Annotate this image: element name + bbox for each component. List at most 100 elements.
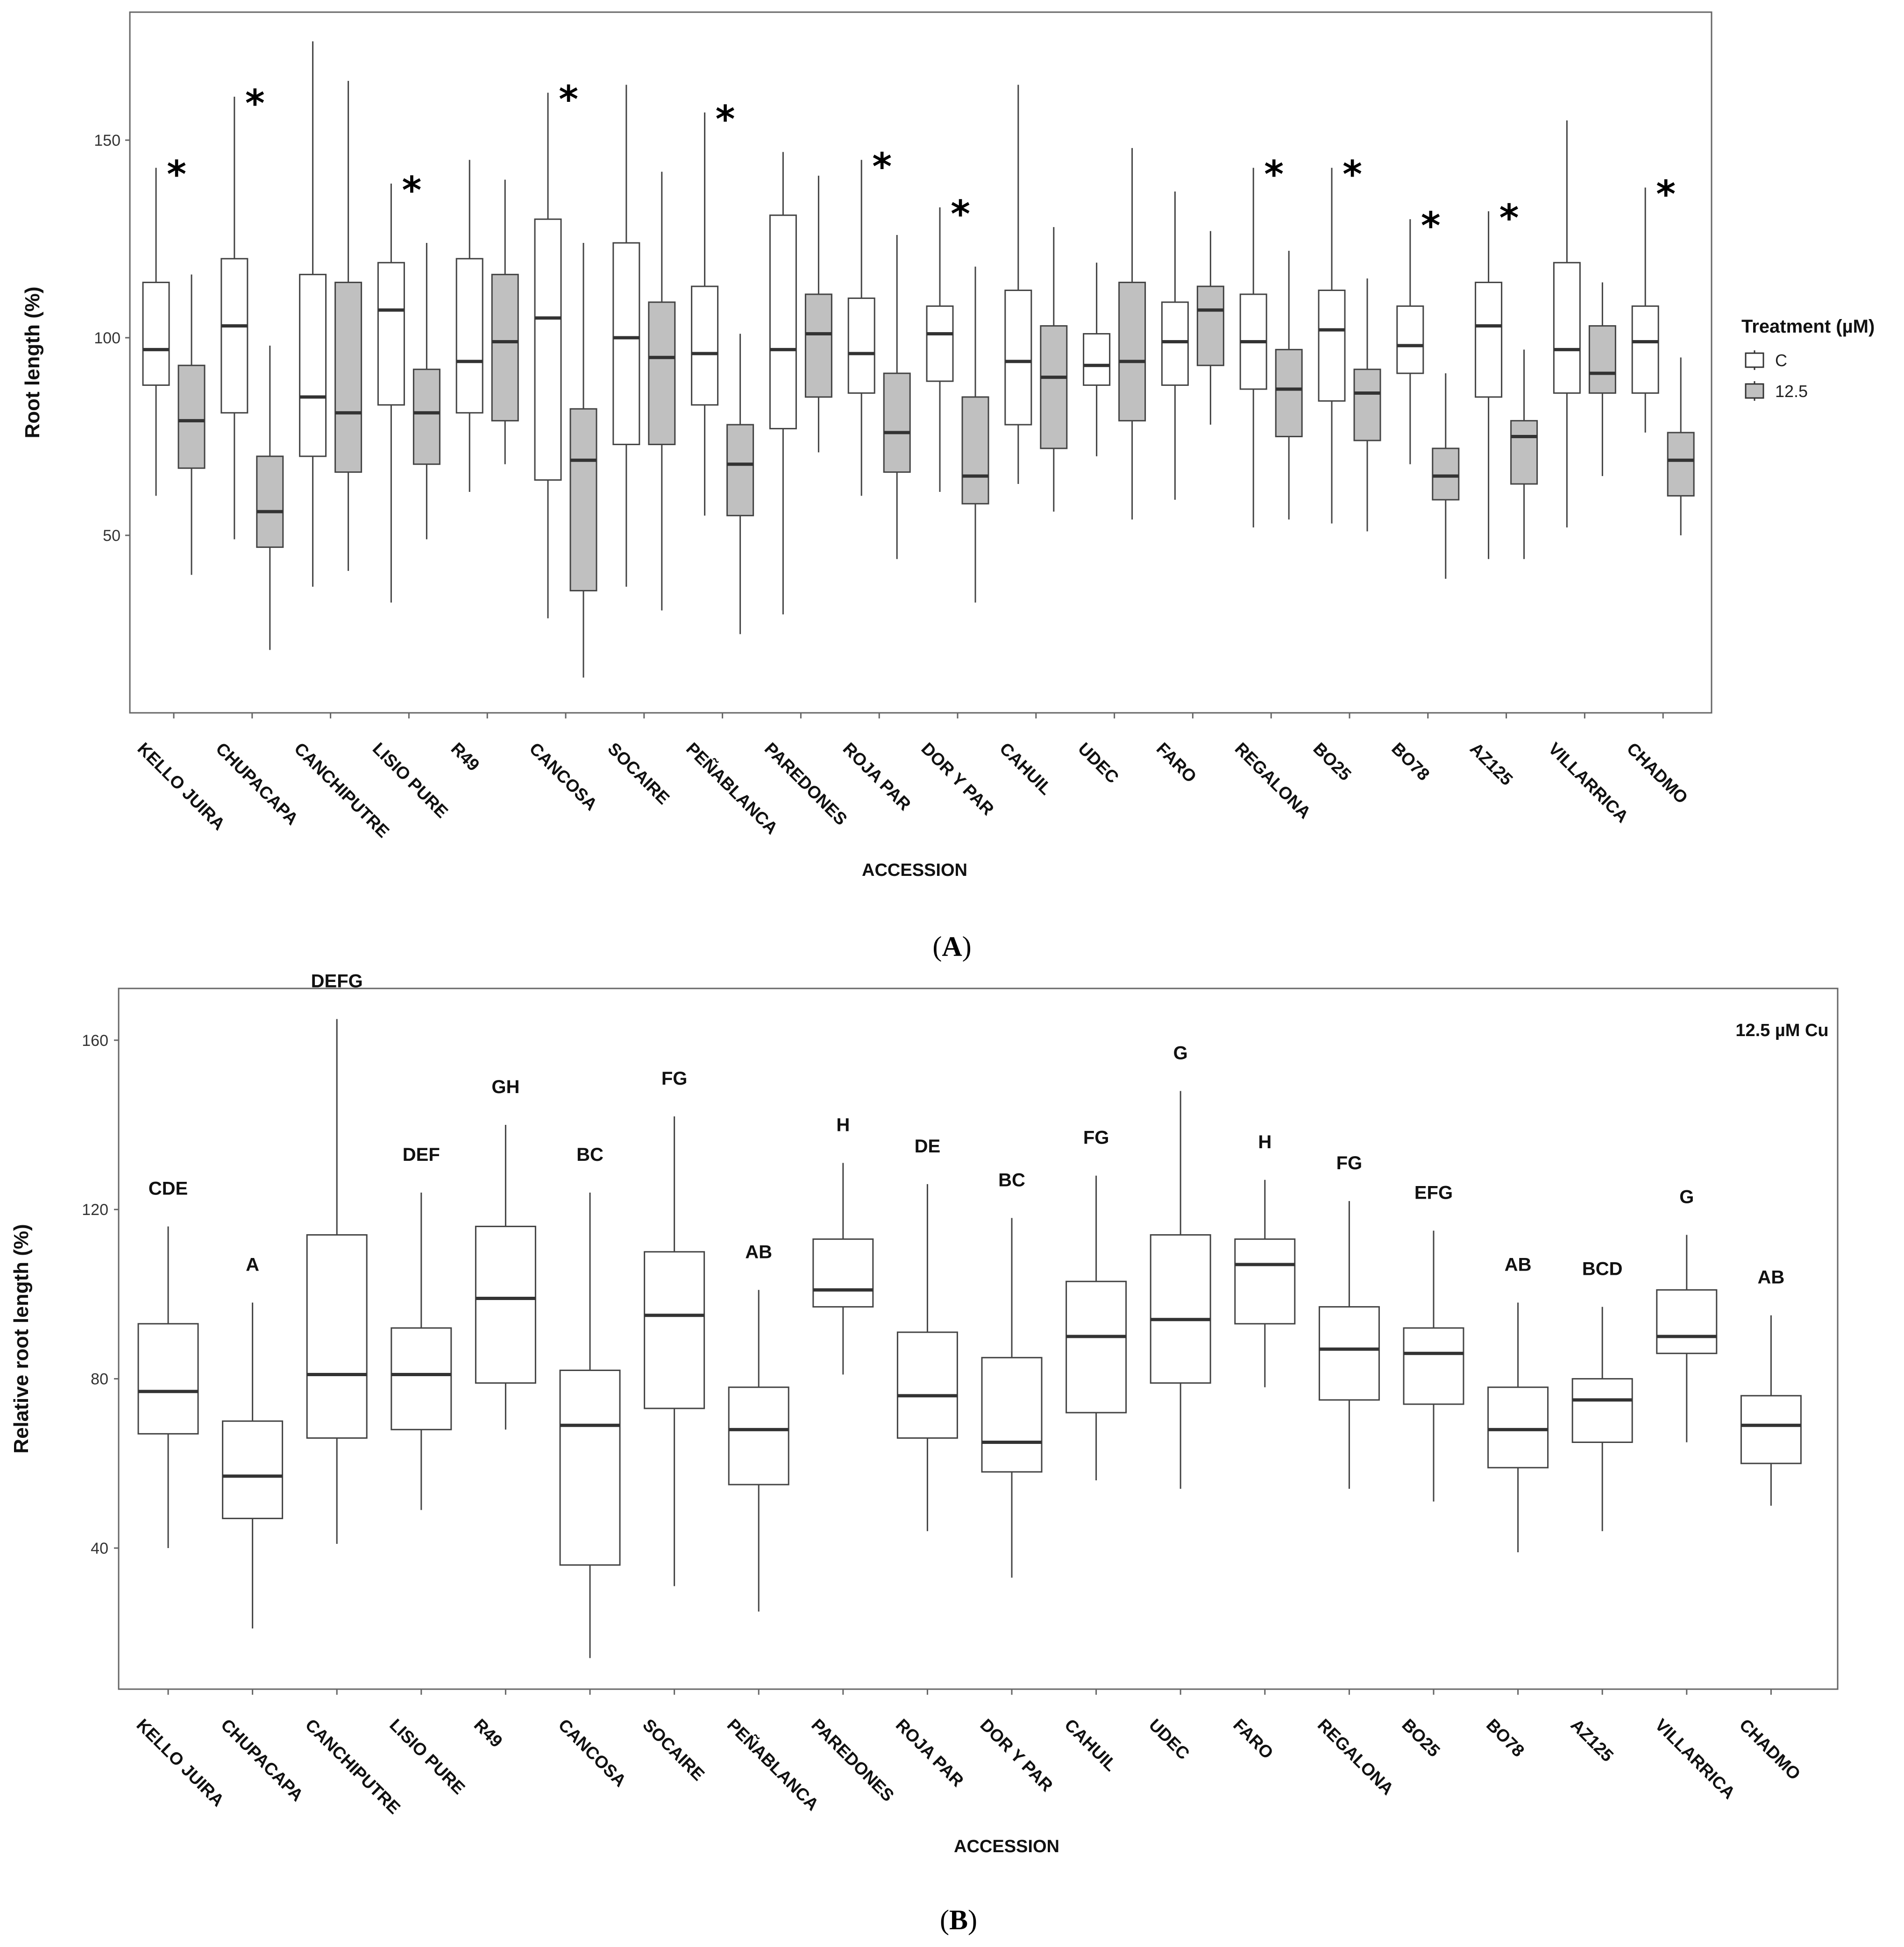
panel-a-category-label: BO25 [1309,739,1355,784]
box-b-pe-ablanca-iqr-box [728,1386,789,1485]
box-a-12-5-udec-iqr-box [1118,282,1146,422]
panel-a-y-axis: 50 100 150 [94,132,130,545]
box-a-12-5-chadmo-iqr-box [1667,432,1695,497]
group-letter-chupacapa: A [246,1255,259,1275]
box-a-12-5-lisio-pure [412,242,440,540]
box-b-bo78-iqr-box [1487,1386,1549,1469]
box-b-dor-y-par [981,1218,1043,1578]
box-a-12-5-pe-ablanca-iqr-box [726,424,754,517]
significance-star-bo25: * [1343,153,1362,196]
group-letter-r49: GH [491,1077,519,1097]
panel-b-category-label: VILLARRICA [1651,1715,1739,1803]
group-letter-faro: H [1258,1132,1272,1152]
significance-star-regalona: * [1264,153,1284,196]
box-a-12-5-kello-juira [178,274,206,575]
box-a-12-5-dor-y-par [961,266,989,603]
box-a-c-chupacapa [220,96,249,540]
panel-b-y-axis-title: Relative root length (%) [10,1224,33,1453]
panel-a-category-label: CHUPACAPA [212,739,302,829]
group-letter-regalona: FG [1336,1153,1363,1173]
panel-b-category-label: KELLO JUIRA [133,1715,227,1810]
panel-b-plot-frame [118,988,1839,1690]
box-a-12-5-kello-juira-iqr-box [178,364,206,469]
group-letter-roja-par: DE [915,1136,941,1157]
box-a-12-5-canchiputre-iqr-box [334,282,362,473]
box-a-12-5-r49 [491,179,519,464]
panel-b-category-label: CHADMO [1736,1715,1805,1784]
significance-star-dor-y-par: * [951,192,970,236]
box-a-c-cahuil [1004,85,1032,484]
box-a-12-5-socaire [648,171,676,611]
box-a-12-5-chupacapa-iqr-box [256,455,284,548]
group-letter-az125: BCD [1582,1259,1623,1279]
box-a-c-paredones [769,152,797,615]
box-b-udec-iqr-box [1150,1234,1211,1384]
box-a-12-5-dor-y-par-iqr-box [961,396,989,505]
significance-star-chupacapa: * [245,82,265,125]
panel-a-category-label: BO78 [1388,739,1433,784]
box-a-12-5-faro-iqr-box [1196,285,1224,366]
box-b-chadmo [1740,1315,1802,1506]
legend-c-swatch [1745,352,1764,368]
panel-a-category-label: CANCOSA [526,739,601,814]
box-a-12-5-cancosa [569,242,597,678]
group-letter-udec: G [1173,1043,1188,1064]
box-a-12-5-bo78-iqr-box [1432,448,1460,501]
panel-a-label: (A) [932,931,971,962]
box-a-c-udec-iqr-box [1083,333,1111,386]
box-a-12-5-bo78 [1432,373,1460,579]
panel-b-category-label: CANCOSA [554,1715,630,1791]
box-b-bo78 [1487,1302,1549,1553]
panel-b-category-label: LISIO PURE [386,1715,469,1798]
box-a-c-r49-iqr-box [455,258,483,414]
legend-title: Treatment (µM) [1741,316,1875,337]
panel-b-category-label: R49 [470,1715,506,1751]
box-a-c-regalona [1239,168,1267,528]
box-b-roja-par [896,1184,958,1531]
panel-b-y-tick-label: 160 [82,1032,108,1050]
group-letter-socaire: FG [661,1068,688,1089]
box-a-c-cahuil-iqr-box [1004,289,1032,426]
panel-b-category-label: DOR Y PAR [976,1715,1056,1795]
panel-b-category-label: AZ125 [1567,1715,1618,1766]
panel-b-category-label: CHUPACAPA [217,1715,307,1805]
box-a-12-5-roja-par [883,235,911,559]
box-a-c-pe-ablanca [691,112,719,516]
box-b-dor-y-par-iqr-box [981,1357,1043,1473]
panel-a-category-label: UDEC [1074,739,1123,787]
group-letter-canchiputre: DEFG [311,971,363,992]
box-a-12-5-cancosa-iqr-box [569,408,597,591]
box-a-12-5-canchiputre [334,81,362,571]
box-a-c-socaire [612,85,640,587]
box-a-12-5-socaire-iqr-box [648,301,676,445]
significance-star-pe-ablanca: * [716,98,735,141]
panel-b-category-label: CAHUIL [1061,1715,1121,1775]
box-a-12-5-villarrica [1588,282,1616,476]
box-b-chadmo-iqr-box [1740,1395,1802,1464]
box-b-cahuil-iqr-box [1066,1280,1127,1414]
panel-b-boxes [137,1019,1802,1658]
significance-star-az125: * [1499,196,1519,240]
panel-b-category-label: BO25 [1398,1715,1443,1761]
box-a-c-az125-iqr-box [1475,282,1503,398]
box-b-chupacapa-iqr-box [222,1420,284,1520]
box-a-12-5-faro [1196,231,1224,425]
panel-b-category-label: ROJA PAR [892,1715,967,1791]
box-b-udec [1150,1091,1211,1489]
box-b-regalona [1318,1201,1380,1489]
box-b-kello-juira-iqr-box [137,1323,199,1435]
box-b-chupacapa [222,1302,284,1629]
significance-star-bo78: * [1421,204,1441,248]
box-b-canchiputre [306,1019,368,1544]
box-a-12-5-villarrica-iqr-box [1588,325,1616,394]
box-a-c-socaire-iqr-box [612,242,640,445]
box-a-c-cancosa-iqr-box [534,218,562,481]
box-a-c-lisio-pure-iqr-box [377,262,405,406]
box-a-12-5-cahuil-iqr-box [1040,325,1068,449]
panel-b-category-label: SOCAIRE [639,1715,708,1784]
legend-12-5-label: 12.5 [1775,382,1808,401]
panel-b-y-tick-label: 80 [91,1371,108,1388]
box-b-r49 [475,1125,536,1430]
